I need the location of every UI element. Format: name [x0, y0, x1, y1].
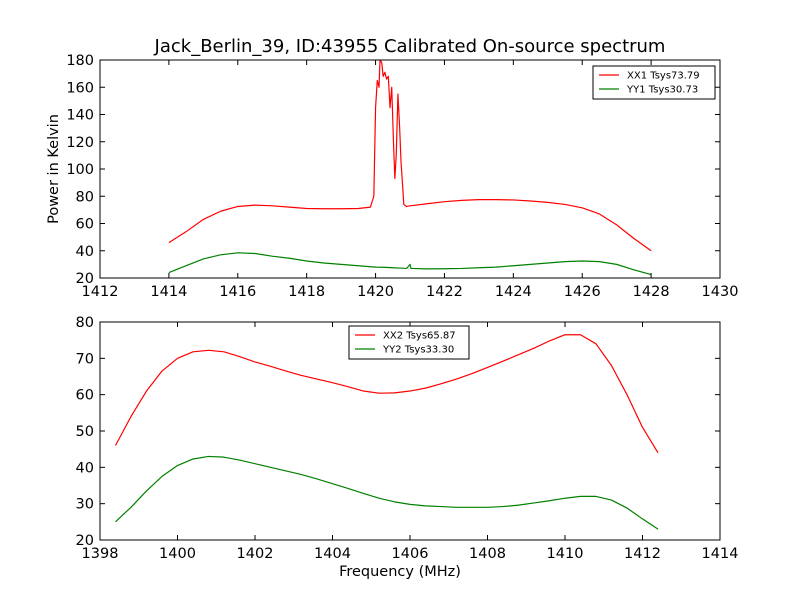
y-tick-label: 60: [76, 388, 94, 404]
legend-label: YY1 Tsys30.73: [626, 85, 698, 96]
series-line-2-2: [115, 455, 659, 530]
y-tick-label: 20: [76, 533, 94, 549]
series-line-2-1: [114, 334, 659, 454]
legend-label: YY2 Tsys33.30: [382, 345, 454, 356]
y-tick-label: 20: [76, 271, 94, 287]
y-tick-label: 160: [66, 80, 94, 96]
series-line-1-2: [168, 252, 652, 276]
x-tick-label: 1410: [547, 546, 584, 562]
legend-box: [348, 325, 470, 360]
legend-box: [592, 65, 716, 100]
x-tick-label: 1420: [357, 284, 394, 300]
x-tick-label: 1414: [702, 546, 739, 562]
legend-2: XX2 Tsys65.87 YY2 Tsys33.30: [348, 325, 470, 360]
plot-panel-1: 1412 1414 1416 1418 1420 1422 1424 1426 1428 1430…: [46, 53, 738, 300]
legend-1: XX1 Tsys73.79 YY1 Tsys30.73: [592, 65, 716, 100]
y-tick-label: 30: [76, 497, 94, 513]
y-tick-label: 100: [66, 162, 94, 178]
x-tick-label: 1424: [495, 284, 532, 300]
x-tick-label: 1414: [150, 284, 187, 300]
y-tick-label: 40: [76, 244, 94, 260]
x-tick-label: 1428: [633, 284, 670, 300]
y-tick-label: 120: [66, 135, 94, 151]
x-tick-label: 1398: [82, 546, 119, 562]
x-tick-label: 1406: [392, 546, 429, 562]
figure-title: Jack_Berlin_39, ID:43955 Calibrated On-s…: [154, 36, 666, 57]
y-tick-label: 60: [76, 217, 94, 233]
x-tick-label: 1404: [314, 546, 351, 562]
y-tick-label: 70: [76, 351, 94, 367]
y-tick-label: 180: [66, 53, 94, 69]
x-tick-label: 1402: [237, 546, 274, 562]
x-tick-label: 1412: [624, 546, 661, 562]
y-tick-label: 40: [76, 460, 94, 476]
x-tick-label: 1412: [82, 284, 119, 300]
x-tick-label: 1418: [288, 284, 325, 300]
plot-panel-2: 1398 1400 1402 1404 1406 1408 1410 1412 1414 20 30…: [76, 315, 739, 580]
x-tick-label: 1422: [426, 284, 463, 300]
y-tick-label: 80: [76, 315, 94, 331]
x-tick-label: 1416: [219, 284, 256, 300]
x-tick-label: 1400: [159, 546, 196, 562]
legend-label: XX1 Tsys73.79: [627, 71, 700, 82]
legend-label: XX2 Tsys65.87: [383, 331, 456, 342]
series-line-1-1: [168, 60, 652, 252]
x-tick-label: 1430: [702, 284, 739, 300]
y-tick-label: 80: [76, 189, 94, 205]
x-tick-label: 1426: [564, 284, 601, 300]
y-axis-title: Power in Kelvin: [46, 114, 62, 224]
y-tick-label: 140: [66, 108, 94, 124]
x-axis-title: Frequency (MHz): [339, 564, 461, 580]
y-tick-label: 50: [76, 424, 94, 440]
x-tick-label: 1408: [469, 546, 506, 562]
